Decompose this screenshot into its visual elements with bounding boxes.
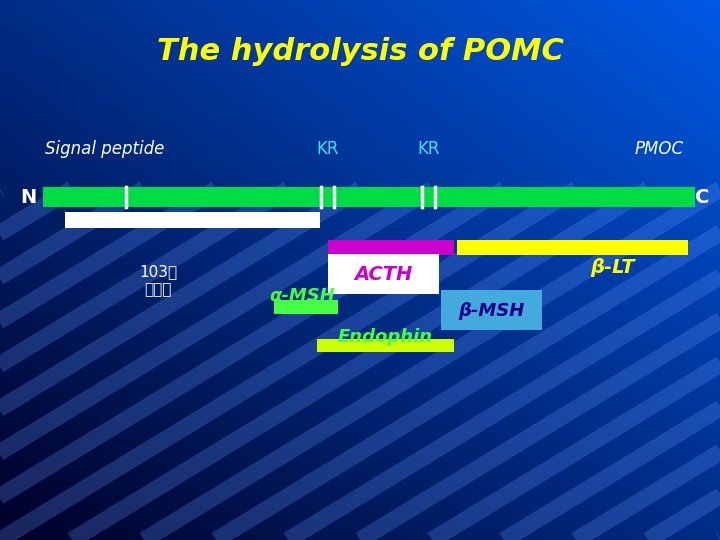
Bar — [328, 240, 454, 255]
Text: Endophin: Endophin — [338, 328, 433, 347]
Bar — [457, 240, 688, 255]
Text: The hydrolysis of POMC: The hydrolysis of POMC — [156, 37, 564, 66]
Text: Signal peptide: Signal peptide — [45, 139, 164, 158]
Text: α-MSH: α-MSH — [269, 287, 336, 305]
Bar — [65, 212, 320, 228]
Text: β-LT: β-LT — [590, 258, 634, 277]
Text: PMOC: PMOC — [634, 139, 683, 158]
Text: β-MSH: β-MSH — [459, 301, 525, 320]
Bar — [441, 290, 542, 330]
Text: KR: KR — [316, 139, 339, 158]
Text: 103肽
（？）: 103肽 （？） — [140, 265, 177, 297]
Bar — [328, 254, 439, 294]
Text: ACTH: ACTH — [354, 265, 413, 284]
Bar — [317, 339, 454, 352]
Text: N: N — [21, 187, 37, 207]
Bar — [43, 187, 695, 207]
Bar — [443, 300, 508, 314]
Text: KR: KR — [417, 139, 440, 158]
Bar — [274, 300, 338, 314]
Text: C: C — [695, 187, 709, 207]
